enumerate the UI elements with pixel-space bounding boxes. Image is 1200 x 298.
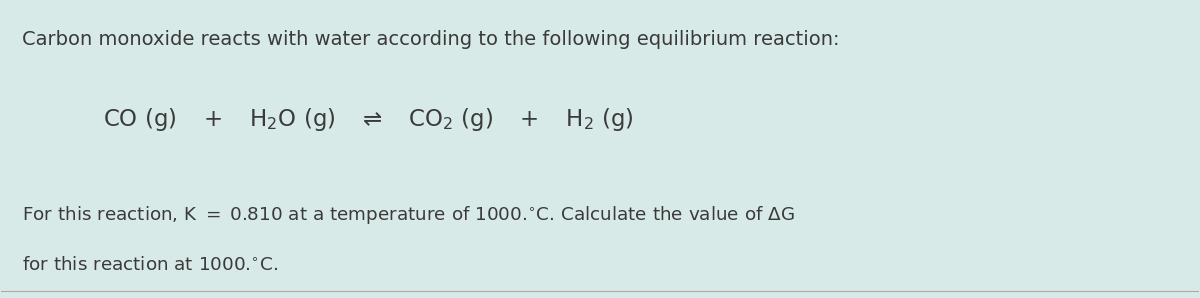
Text: Carbon monoxide reacts with water according to the following equilibrium reactio: Carbon monoxide reacts with water accord… (23, 30, 840, 49)
Text: For this reaction, K $=$ 0.810 at a temperature of 1000.$^{\circ}$C. Calculate t: For this reaction, K $=$ 0.810 at a temp… (23, 204, 796, 226)
Text: $\mathregular{CO\ (g)\ \ \ +\ \ \ H_2O\ (g)\ \ \ \rightleftharpoons\ \ \ CO_2\ (: $\mathregular{CO\ (g)\ \ \ +\ \ \ H_2O\ … (102, 106, 634, 133)
Text: for this reaction at 1000.$^{\circ}$C.: for this reaction at 1000.$^{\circ}$C. (23, 256, 278, 274)
